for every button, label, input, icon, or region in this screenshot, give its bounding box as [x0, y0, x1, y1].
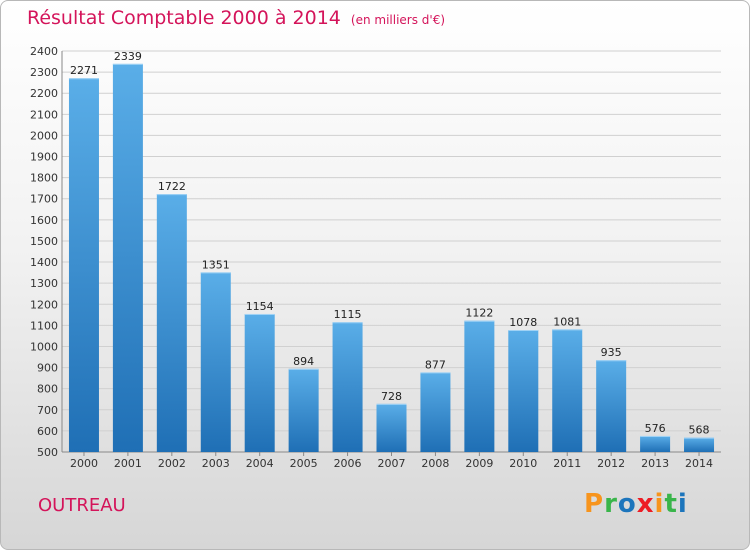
x-tick-label: 2003 — [202, 457, 230, 470]
data-label: 1351 — [202, 258, 230, 271]
bar — [68, 78, 99, 452]
y-tick-labels: 500 600 700 800 900 1000 1100 1200 1300 1400 1500 1… — [30, 45, 58, 459]
bar — [508, 330, 539, 452]
x-tick-label: 2002 — [158, 457, 186, 470]
logo-letter: P — [584, 489, 605, 519]
data-label: 1081 — [553, 315, 581, 328]
bar — [464, 320, 495, 452]
chart-title-text: Résultat Comptable 2000 à 2014 — [27, 7, 341, 29]
y-tick-label: 900 — [37, 362, 58, 375]
chart-title: Résultat Comptable 2000 à 2014 (en millie… — [27, 7, 445, 29]
logo-letter: r — [604, 489, 618, 519]
commune-name: OUTREAU — [38, 495, 126, 516]
proxiti-logo: Proxiti — [584, 489, 688, 519]
logo-letter: i — [654, 489, 665, 519]
data-label: 2271 — [70, 64, 98, 77]
x-tick-label: 2008 — [421, 457, 449, 470]
logo-letter: x — [636, 489, 655, 519]
data-label: 1078 — [509, 316, 537, 329]
x-tick-label: 2010 — [509, 457, 537, 470]
x-tick-label: 2006 — [334, 457, 362, 470]
y-tick-label: 1200 — [30, 298, 58, 311]
data-label: 1122 — [465, 307, 493, 320]
x-tick-labels: 2000 2001 2002 2003 2004 2005 2006 2007 2008 2009… — [70, 452, 713, 470]
data-label: 935 — [601, 346, 622, 359]
bar — [552, 329, 583, 452]
data-label: 1722 — [158, 180, 186, 193]
bar — [200, 272, 231, 452]
y-tick-label: 600 — [37, 425, 58, 438]
y-tick-label: 2400 — [30, 45, 58, 58]
y-tick-label: 1600 — [30, 214, 58, 227]
x-tick-label: 2000 — [70, 457, 98, 470]
bars — [68, 63, 715, 453]
data-label: 877 — [425, 358, 446, 371]
logo-letter: o — [617, 489, 637, 519]
data-label: 894 — [293, 355, 314, 368]
y-tick-label: 2300 — [30, 66, 58, 79]
y-tick-label: 1000 — [30, 340, 58, 353]
bar — [596, 360, 627, 452]
y-tick-label: 1900 — [30, 151, 58, 164]
data-label: 576 — [645, 422, 666, 435]
y-tick-label: 1500 — [30, 235, 58, 248]
bar — [156, 194, 187, 452]
bar — [288, 368, 319, 452]
y-tick-label: 500 — [37, 446, 58, 459]
y-tick-label: 2100 — [30, 108, 58, 121]
y-tick-label: 2000 — [30, 129, 58, 142]
y-tick-label: 1400 — [30, 256, 58, 269]
bar — [684, 437, 715, 452]
data-labels: 2271 2339 1722 1351 1154 894 1115 728 877 1122 107… — [70, 50, 710, 437]
bar — [420, 372, 451, 452]
y-tick-label: 1700 — [30, 193, 58, 206]
data-label: 1154 — [246, 300, 274, 313]
x-tick-label: 2007 — [378, 457, 406, 470]
data-label: 2339 — [114, 50, 142, 63]
bar — [332, 322, 363, 452]
x-tick-label: 2005 — [290, 457, 318, 470]
bar — [376, 403, 407, 452]
data-label: 568 — [689, 424, 710, 437]
data-label: 728 — [381, 390, 402, 403]
x-tick-label: 2004 — [246, 457, 274, 470]
y-tick-label: 1300 — [30, 277, 58, 290]
y-tick-label: 1800 — [30, 172, 58, 185]
logo-letter: i — [677, 489, 688, 519]
x-tick-label: 2001 — [114, 457, 142, 470]
y-tick-label: 700 — [37, 404, 58, 417]
data-label: 1115 — [334, 308, 362, 321]
bar — [112, 63, 143, 453]
logo-letter: t — [664, 489, 678, 519]
x-tick-label: 2012 — [597, 457, 625, 470]
x-tick-label: 2014 — [685, 457, 713, 470]
x-tick-label: 2011 — [553, 457, 581, 470]
y-tick-label: 2200 — [30, 87, 58, 100]
x-tick-label: 2013 — [641, 457, 669, 470]
y-tick-label: 1100 — [30, 319, 58, 332]
y-tick-label: 800 — [37, 383, 58, 396]
x-tick-label: 2009 — [465, 457, 493, 470]
bar — [640, 435, 671, 452]
bar — [244, 313, 275, 452]
chart-unit-note: (en milliers d'€) — [350, 13, 446, 27]
